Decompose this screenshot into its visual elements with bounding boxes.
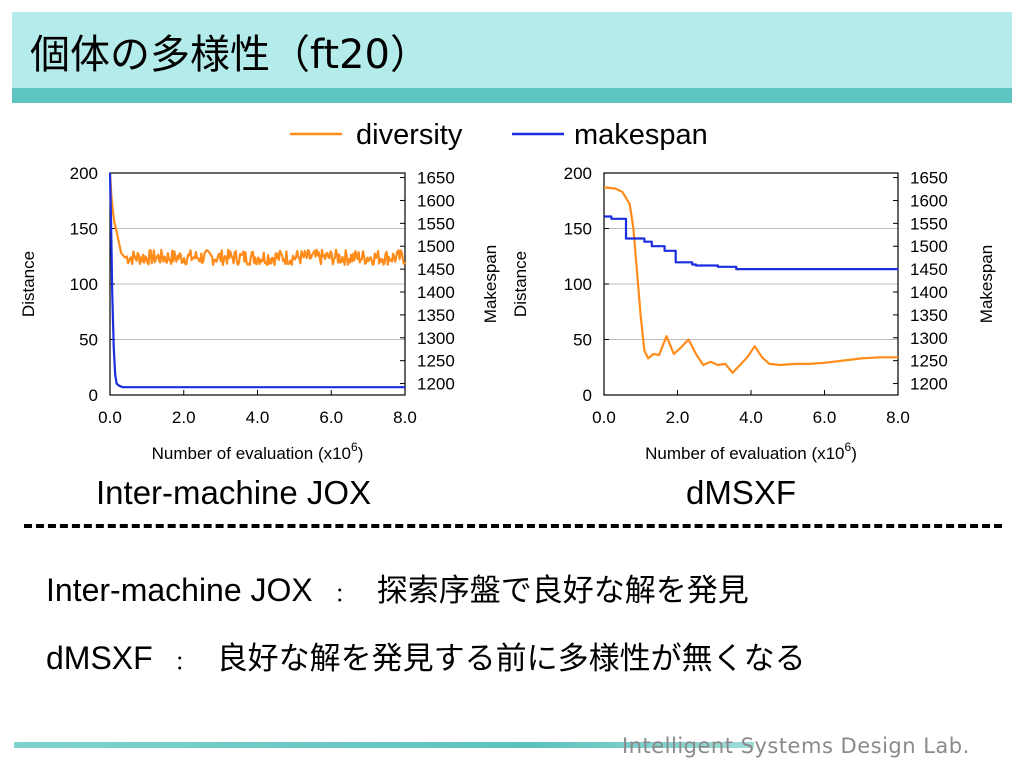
y-axis-label-left: Distance (511, 251, 530, 317)
x-tick-label: 8.0 (393, 408, 417, 427)
y-tick-label-right: 1250 (910, 352, 948, 371)
x-tick-label: 6.0 (319, 408, 343, 427)
y-tick-label-left: 100 (70, 275, 98, 294)
y-tick-label-left: 100 (564, 275, 592, 294)
y-tick-label-right: 1350 (417, 306, 455, 325)
note-dmsxf: dMSXF ： 良好な解を発見する前に多様性が無くなる (46, 633, 806, 678)
chart-caption-jox: Inter-machine JOX (96, 474, 372, 511)
y-tick-label-left: 150 (564, 220, 592, 239)
note-method: Inter-machine JOX (46, 572, 313, 608)
y-tick-label-right: 1200 (417, 375, 455, 394)
y-tick-label-right: 1350 (910, 306, 948, 325)
series-line-diversity (108, 172, 406, 267)
y-axis-label-right: Makespan (481, 245, 500, 323)
series-line-makespan (108, 172, 405, 389)
series-line-diversity (603, 186, 898, 374)
y-tick-label-right: 1250 (417, 352, 455, 371)
x-tick-label: 0.0 (592, 408, 616, 427)
series-line-makespan (604, 215, 898, 271)
y-tick-label-right: 1550 (417, 214, 455, 233)
note-jox: Inter-machine JOX ： 探索序盤で良好な解を発見 (46, 565, 749, 610)
x-tick-label: 4.0 (246, 408, 270, 427)
y-tick-label-right: 1550 (910, 214, 948, 233)
note-text: 探索序盤で良好な解を発見 (376, 573, 749, 609)
legend-makespan-label: makespan (574, 119, 708, 151)
x-tick-label: 6.0 (813, 408, 837, 427)
y-tick-label-left: 50 (79, 331, 98, 350)
y-axis-label-left: Distance (19, 251, 38, 317)
x-tick-label: 0.0 (98, 408, 122, 427)
x-tick-label: 4.0 (739, 408, 763, 427)
y-tick-label-left: 200 (70, 164, 98, 183)
y-tick-label-right: 1500 (417, 237, 455, 256)
chart-caption-dmsxf: dMSXF (686, 474, 797, 511)
y-tick-label-right: 1300 (910, 329, 948, 348)
note-text: 良好な解を発見する前に多様性が無くなる (216, 641, 806, 677)
plot-frame (603, 172, 899, 396)
footer-line (14, 742, 754, 748)
y-tick-label-right: 1300 (417, 329, 455, 348)
legend: diversity makespan (290, 119, 708, 151)
y-tick-label-right: 1400 (417, 283, 455, 302)
dashed-divider (24, 524, 1002, 528)
y-tick-label-left: 150 (70, 220, 98, 239)
x-tick-label: 2.0 (172, 408, 196, 427)
note-separator: ： (174, 650, 195, 674)
x-axis-label: Number of evaluation (x106) (152, 440, 364, 463)
title-band (12, 12, 1012, 88)
y-tick-label-right: 1500 (910, 237, 948, 256)
x-tick-label: 8.0 (886, 408, 910, 427)
y-tick-label-left: 0 (583, 386, 592, 405)
page-title: 個体の多様性（ft20） (30, 32, 430, 78)
plot-frame (109, 172, 406, 396)
title-underline (12, 88, 1012, 103)
note-separator: ： (334, 582, 355, 606)
y-tick-label-left: 50 (573, 331, 592, 350)
y-tick-label-right: 1400 (910, 283, 948, 302)
footer-lab-name: Intelligent Systems Design Lab. (622, 734, 970, 758)
y-tick-label-right: 1600 (417, 191, 455, 210)
y-tick-label-right: 1200 (910, 375, 948, 394)
x-axis-label: Number of evaluation (x106) (645, 440, 857, 463)
y-axis-label-right: Makespan (977, 245, 996, 323)
y-tick-label-right: 1650 (910, 169, 948, 188)
note-method: dMSXF (46, 640, 153, 676)
x-tick-label: 2.0 (666, 408, 690, 427)
y-tick-label-left: 0 (89, 386, 98, 405)
y-tick-label-right: 1600 (910, 191, 948, 210)
y-tick-label-left: 200 (564, 164, 592, 183)
y-tick-label-right: 1450 (417, 260, 455, 279)
y-tick-label-right: 1450 (910, 260, 948, 279)
legend-diversity-label: diversity (356, 119, 463, 151)
y-tick-label-right: 1650 (417, 169, 455, 188)
chart-dmsxf: 0 50 100 150 200 1200 1250 1300 1350 1400 1450 1500… (511, 164, 996, 463)
chart-inter-machine-jox: 0 50 100 150 200 1200 1250 1300 1350 1400 1450 1500… (19, 164, 500, 463)
